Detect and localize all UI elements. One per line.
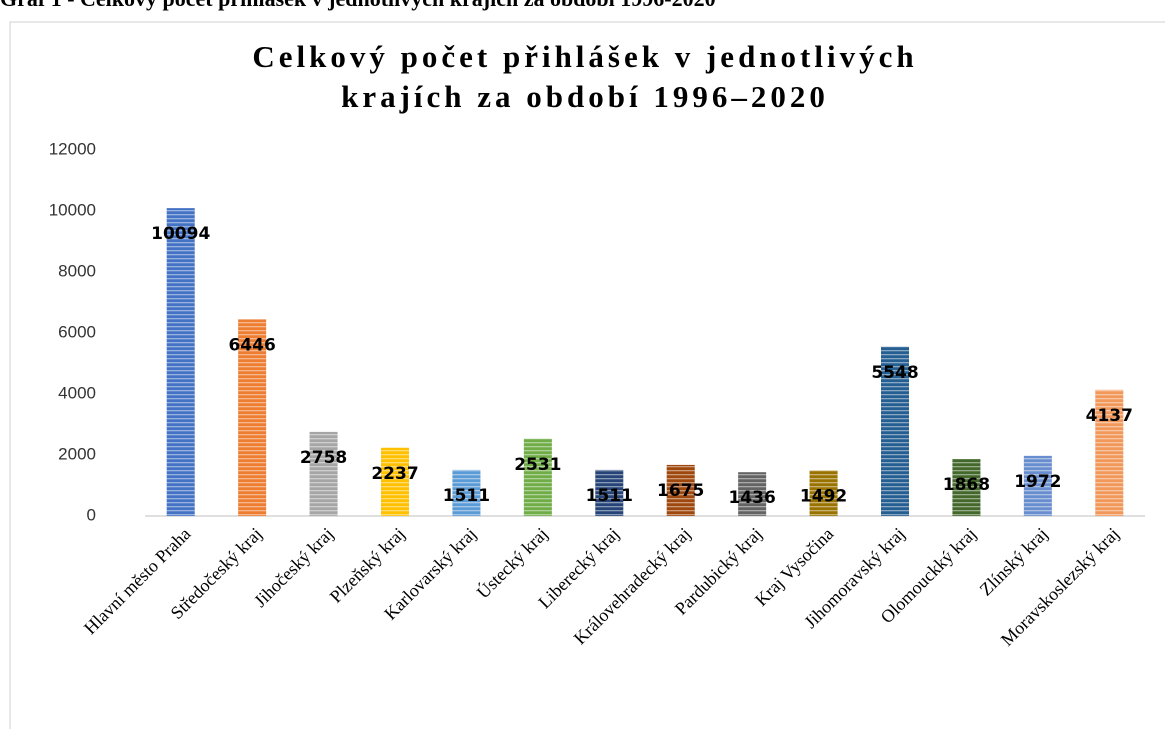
bar-texture xyxy=(809,470,838,516)
caption: Graf 1 - Celkový počet přihlášek v jedno… xyxy=(0,0,716,11)
bar-texture xyxy=(1023,455,1052,516)
y-tick-label: 6000 xyxy=(58,322,96,341)
bar-texture xyxy=(595,469,624,516)
bar-texture xyxy=(381,447,409,516)
value-label: 1511 xyxy=(586,486,633,506)
bar-texture xyxy=(309,431,338,516)
value-label: 2531 xyxy=(514,455,561,475)
value-label: 4137 xyxy=(1086,406,1133,426)
value-label: 5548 xyxy=(871,363,918,383)
chart-title: krajích za období 1996–2020 xyxy=(341,79,829,114)
bar-texture xyxy=(452,469,481,516)
x-tick-label: Zlínský kraj xyxy=(976,524,1052,600)
value-label: 1675 xyxy=(657,481,704,501)
value-label: 1436 xyxy=(728,488,775,508)
y-tick-label: 4000 xyxy=(58,383,96,402)
bar-texture xyxy=(523,438,552,516)
value-label: 1972 xyxy=(1014,472,1061,492)
x-tick-label: Královehradecký kraj xyxy=(570,524,695,649)
value-label: 1868 xyxy=(943,475,990,495)
x-tick-label: Ústecký kraj xyxy=(472,523,552,603)
value-label: 1511 xyxy=(443,486,490,506)
y-tick-label: 2000 xyxy=(58,444,96,463)
x-tick-label: Moravskoslezský kraj xyxy=(997,524,1123,650)
bar-texture xyxy=(738,472,767,516)
chart-frame xyxy=(9,21,1165,729)
bar-texture xyxy=(666,464,695,516)
bar-texture xyxy=(166,208,195,516)
bar-texture xyxy=(1095,389,1124,516)
y-tick-label: 0 xyxy=(87,505,96,524)
y-tick-label: 8000 xyxy=(58,261,96,280)
bar-texture xyxy=(881,346,909,516)
y-tick-label: 12000 xyxy=(49,139,96,158)
bar-texture xyxy=(238,319,267,516)
value-label: 2758 xyxy=(300,448,347,468)
value-label: 10094 xyxy=(151,224,210,244)
x-tick-label: Hlavní město Praha xyxy=(80,524,195,639)
bar-texture xyxy=(952,459,981,516)
chart-title: Celkový počet přihlášek v jednotlivých xyxy=(252,39,917,74)
value-label: 2237 xyxy=(371,464,418,484)
y-tick-label: 10000 xyxy=(49,200,96,219)
value-label: 1492 xyxy=(800,486,847,506)
value-label: 6446 xyxy=(228,335,275,355)
